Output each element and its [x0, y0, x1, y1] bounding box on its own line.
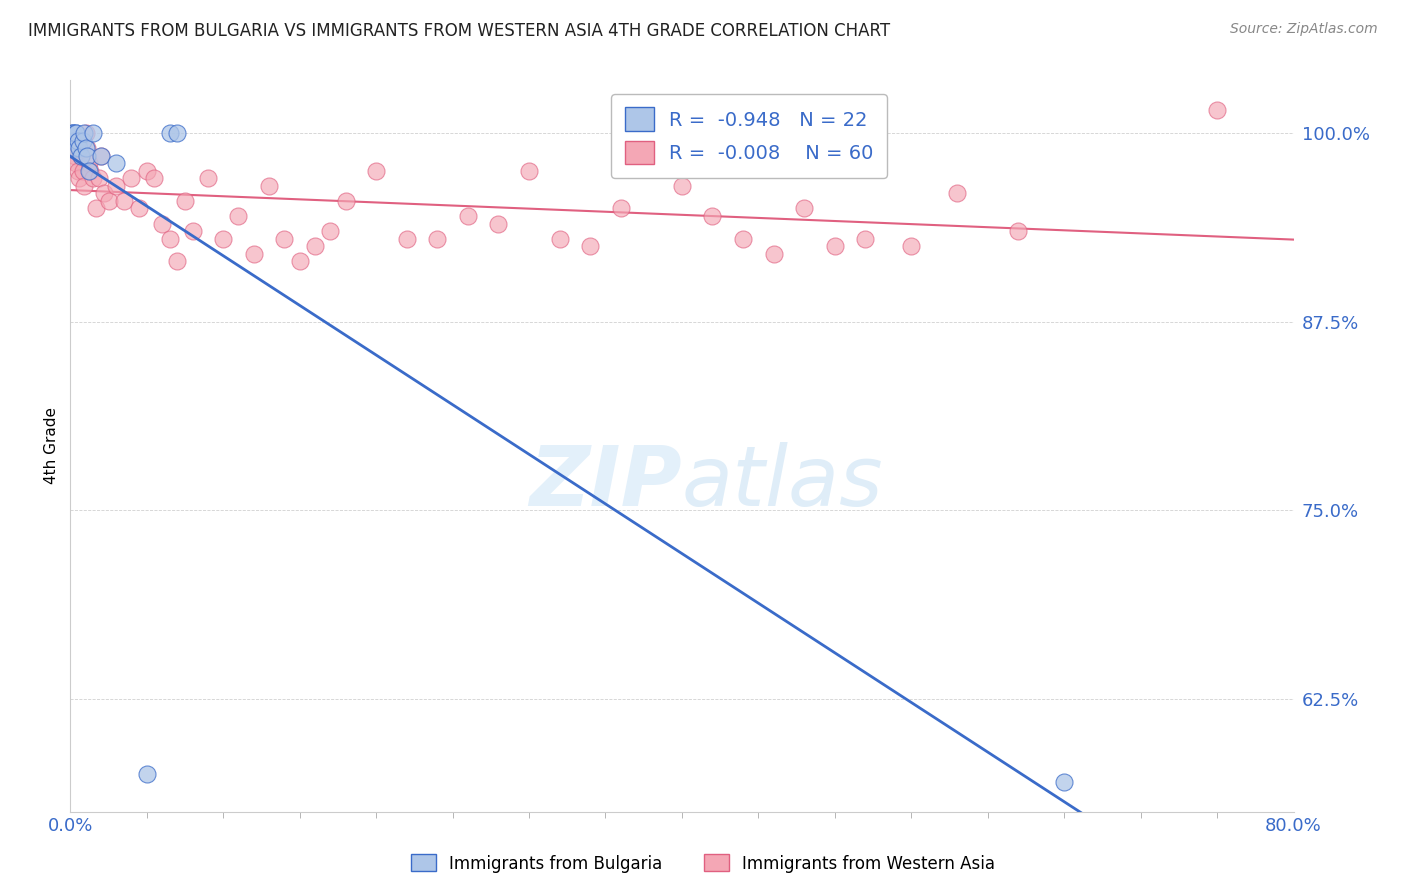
Point [73, 126, 96, 140]
Point [702, 209, 724, 223]
Point [69, 171, 91, 186]
Point [731, 232, 754, 246]
Point [1007, 224, 1029, 238]
Legend: Immigrants from Bulgaria, Immigrants from Western Asia: Immigrants from Bulgaria, Immigrants fro… [404, 847, 1002, 880]
Point [159, 126, 181, 140]
Point [128, 202, 150, 216]
Point [76, 149, 98, 163]
Point [62, 141, 84, 155]
Point [135, 163, 157, 178]
Point [488, 217, 510, 231]
Text: atlas: atlas [682, 442, 883, 523]
Point [1206, 103, 1229, 118]
Point [304, 239, 326, 253]
Point [79, 163, 101, 178]
Point [946, 186, 969, 201]
Point [66, 134, 89, 148]
Point [84, 202, 107, 216]
Point [93, 186, 115, 201]
Point [181, 224, 204, 238]
Point [855, 232, 877, 246]
Text: Source: ZipAtlas.com: Source: ZipAtlas.com [1230, 22, 1378, 37]
Point [70, 149, 93, 163]
Point [517, 163, 540, 178]
Point [212, 232, 235, 246]
Point [97, 194, 120, 208]
Point [273, 232, 295, 246]
Point [63, 134, 86, 148]
Point [288, 254, 311, 268]
Point [112, 194, 135, 208]
Point [174, 194, 197, 208]
Point [197, 171, 219, 186]
Point [900, 239, 922, 253]
Point [70, 149, 93, 163]
Point [366, 163, 388, 178]
Point [62, 126, 84, 140]
Point [66, 163, 89, 178]
Point [90, 149, 112, 163]
Point [150, 217, 173, 231]
Point [335, 194, 357, 208]
Point [77, 156, 100, 170]
Point [62, 126, 84, 140]
Point [548, 232, 571, 246]
Point [426, 232, 449, 246]
Y-axis label: 4th Grade: 4th Grade [44, 408, 59, 484]
Point [105, 178, 128, 193]
Point [60, 126, 83, 140]
Point [75, 141, 97, 155]
Point [90, 149, 112, 163]
Point [105, 156, 128, 170]
Point [82, 171, 104, 186]
Point [82, 126, 104, 140]
Point [671, 178, 693, 193]
Text: ZIP: ZIP [529, 442, 682, 523]
Point [135, 767, 157, 781]
Point [166, 126, 188, 140]
Point [243, 246, 266, 260]
Point [395, 232, 418, 246]
Point [121, 171, 143, 186]
Point [72, 134, 94, 148]
Point [63, 149, 86, 163]
Point [89, 171, 111, 186]
Point [63, 141, 86, 155]
Point [143, 171, 166, 186]
Point [65, 156, 87, 170]
Point [65, 126, 87, 140]
Point [457, 209, 479, 223]
Point [579, 239, 602, 253]
Point [72, 163, 94, 178]
Point [76, 141, 98, 155]
Point [1053, 774, 1076, 789]
Text: IMMIGRANTS FROM BULGARIA VS IMMIGRANTS FROM WESTERN ASIA 4TH GRADE CORRELATION C: IMMIGRANTS FROM BULGARIA VS IMMIGRANTS F… [28, 22, 890, 40]
Point [824, 239, 846, 253]
Point [793, 202, 815, 216]
Point [60, 134, 83, 148]
Point [762, 246, 785, 260]
Point [69, 141, 91, 155]
Point [73, 178, 96, 193]
Point [159, 232, 181, 246]
Point [319, 224, 342, 238]
Legend: R =  -0.948   N = 22, R =  -0.008    N = 60: R = -0.948 N = 22, R = -0.008 N = 60 [612, 94, 887, 178]
Point [166, 254, 188, 268]
Point [257, 178, 280, 193]
Point [228, 209, 250, 223]
Point [610, 202, 633, 216]
Point [77, 163, 100, 178]
Point [75, 126, 97, 140]
Point [65, 126, 87, 140]
